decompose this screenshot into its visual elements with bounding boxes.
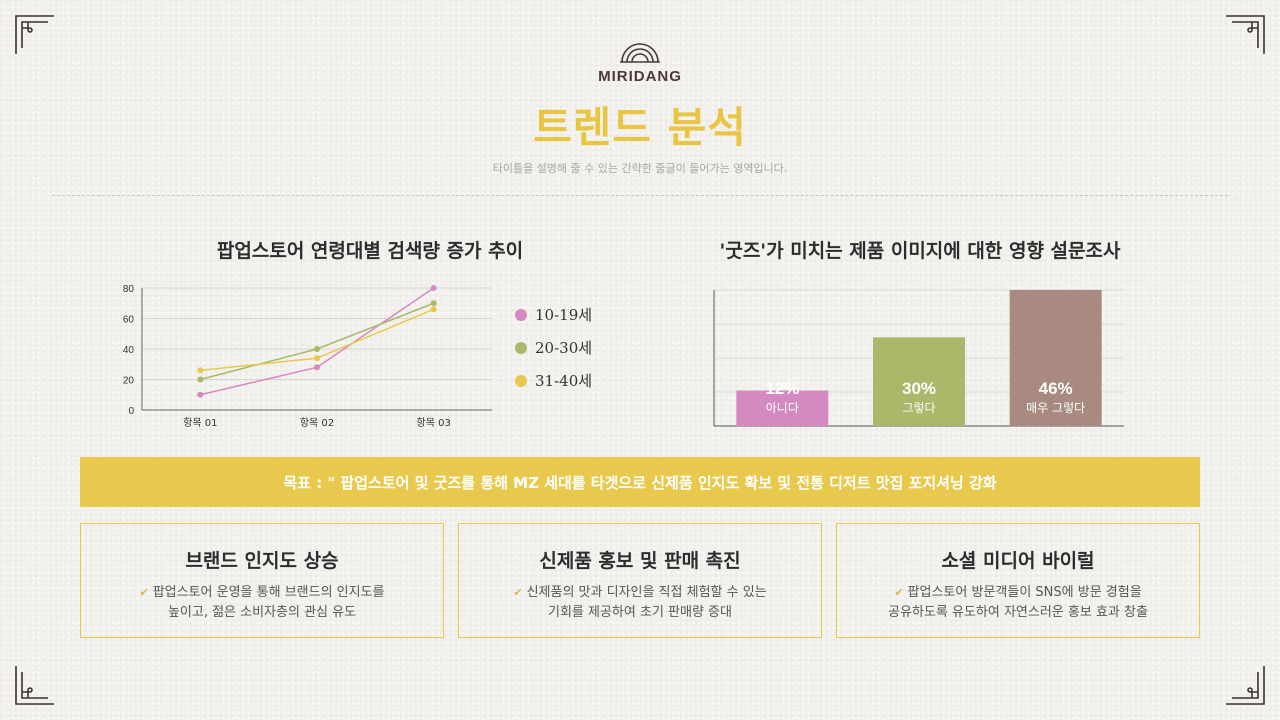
line-chart: 0 20 40 60 80 항목 01 항목 02 항목 03 xyxy=(123,284,492,429)
page-subtitle: 타이틀을 설명해 줄 수 있는 간략한 줄글이 들어가는 영역입니다. xyxy=(492,162,788,175)
bar-value-label: 30% xyxy=(902,379,936,398)
corner-ornament-icon xyxy=(1224,664,1266,706)
line-chart-title: 팝업스토어 연령대별 검색량 증가 추이 xyxy=(216,240,524,262)
y-tick-label: 80 xyxy=(123,284,135,295)
y-tick-label: 0 xyxy=(128,406,134,417)
check-icon: ✔ xyxy=(139,586,149,599)
bar-category-label: 아니다 xyxy=(766,401,799,415)
data-point xyxy=(430,306,437,313)
x-tick-label: 항목 02 xyxy=(300,417,334,429)
brand-name: MIRIDANG xyxy=(598,68,682,85)
card-title: 소셜 미디어 바이럴 xyxy=(941,550,1095,572)
bar-category-label: 매우 그렇다 xyxy=(1026,400,1085,415)
bar-value-label: 12% xyxy=(765,379,799,398)
data-point xyxy=(430,285,437,291)
legend-item: 31-40세 xyxy=(515,364,592,397)
corner-ornament-icon xyxy=(14,664,56,706)
data-point xyxy=(197,367,204,374)
card-description: ✔ 팝업스토어 방문객들이 SNS에 방문 경험을 공유하도록 유도하여 자연스러… xyxy=(837,583,1199,623)
y-tick-label: 40 xyxy=(123,345,135,356)
x-tick-label: 항목 03 xyxy=(417,417,451,429)
goal-banner: 목표 : " 팝업스토어 및 굿즈를 통해 MZ 세대를 타겟으로 신제품 인지… xyxy=(80,457,1200,507)
card-desc-line: 신제품의 맛과 디자인을 직접 체험할 수 있는 xyxy=(526,585,767,600)
legend-label: 10-19세 xyxy=(535,306,593,324)
card-desc-line: 높이고, 젊은 소비자층의 관심 유도 xyxy=(167,605,357,620)
legend-swatch xyxy=(515,308,527,321)
data-point xyxy=(197,391,204,398)
card-description: ✔ 팝업스토어 운영을 통해 브랜드의 인지도를 높이고, 젊은 소비자층의 관심… xyxy=(81,583,443,623)
bar xyxy=(1009,290,1102,426)
bar-chart-title: '굿즈'가 미치는 제품 이미지에 대한 영향 설문조사 xyxy=(719,240,1121,262)
legend-swatch xyxy=(515,374,527,387)
data-point xyxy=(314,355,320,362)
card-desc-line: 기회를 제공하여 초기 판매량 증대 xyxy=(548,605,732,620)
page-title: 트렌드 분석 xyxy=(533,103,747,152)
wave-logo-icon xyxy=(620,43,660,63)
card-description: ✔ 신제품의 맛과 디자인을 직접 체험할 수 있는 기회를 제공하여 초기 판매… xyxy=(459,583,821,623)
bar xyxy=(873,337,965,426)
bar-chart: 12% 아니다 30% 그렇다 46% 매우 그렇다 xyxy=(713,289,1124,427)
legend-label: 31-40세 xyxy=(535,372,593,390)
card-desc-line: 공유하도록 유도하여 자연스러운 홍보 효과 창출 xyxy=(888,605,1148,620)
line-chart-legend: 10-19세 20-30세 31-40세 xyxy=(515,298,592,397)
legend-item: 10-19세 xyxy=(515,298,592,331)
data-point xyxy=(314,364,320,371)
bar xyxy=(736,390,829,426)
y-tick-label: 20 xyxy=(123,376,135,387)
bar-category-label: 그렇다 xyxy=(902,400,935,415)
x-tick-label: 항목 01 xyxy=(183,417,217,429)
series-line xyxy=(200,287,435,396)
card-brand-awareness: 브랜드 인지도 상승 ✔ 팝업스토어 운영을 통해 브랜드의 인지도를 높이고, … xyxy=(80,523,444,638)
legend-swatch xyxy=(515,341,527,354)
corner-ornament-icon xyxy=(14,14,56,56)
card-desc-line: 팝업스토어 방문객들이 SNS에 방문 경험을 xyxy=(907,585,1142,600)
legend-label: 20-30세 xyxy=(535,339,593,357)
bar-value-label: 46% xyxy=(1039,379,1073,398)
brand-logo: MIRIDANG xyxy=(0,38,1280,85)
check-icon: ✔ xyxy=(894,586,904,599)
card-social-viral: 소셜 미디어 바이럴 ✔ 팝업스토어 방문객들이 SNS에 방문 경험을 공유하도… xyxy=(836,523,1200,638)
y-tick-label: 60 xyxy=(123,315,135,326)
check-icon: ✔ xyxy=(513,586,523,599)
card-product-promotion: 신제품 홍보 및 판매 촉진 ✔ 신제품의 맛과 디자인을 직접 체험할 수 있는… xyxy=(458,523,822,638)
data-point xyxy=(430,300,437,307)
card-title: 신제품 홍보 및 판매 촉진 xyxy=(539,550,741,572)
card-title: 브랜드 인지도 상승 xyxy=(185,550,339,572)
legend-item: 20-30세 xyxy=(515,331,592,364)
data-point xyxy=(314,346,320,352)
corner-ornament-icon xyxy=(1224,14,1266,56)
card-desc-line: 팝업스토어 운영을 통해 브랜드의 인지도를 xyxy=(152,585,385,600)
dashed-divider xyxy=(52,195,1228,196)
goal-text: 목표 : " 팝업스토어 및 굿즈를 통해 MZ 세대를 타겟으로 신제품 인지… xyxy=(283,473,997,492)
data-point xyxy=(197,376,204,383)
